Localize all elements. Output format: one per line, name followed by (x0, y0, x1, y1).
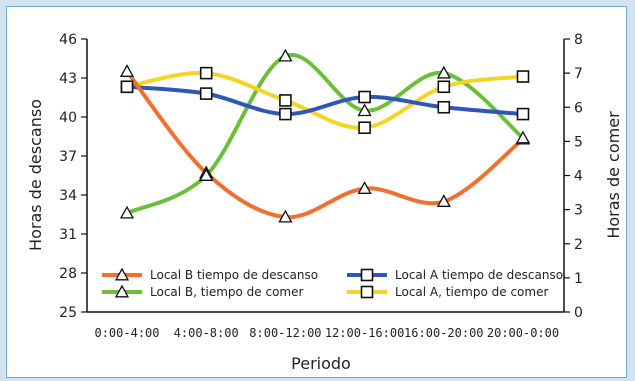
legend-marker (114, 284, 130, 298)
y-right-tick-label: 2 (574, 237, 583, 253)
y-right-tick-label: 6 (574, 100, 583, 116)
data-point (516, 70, 530, 83)
y-left-tick-label: 31 (59, 227, 77, 243)
y-right-tick-label: 7 (574, 66, 583, 82)
y-axis-right-title: Horas de comer (604, 111, 623, 239)
y-left-tick-label: 25 (59, 305, 77, 321)
data-point (119, 64, 135, 77)
legend-label: Local B, tiempo de comer (150, 285, 303, 299)
legend-marker (360, 285, 374, 299)
y-left-tick-label: 40 (59, 110, 77, 126)
data-point (199, 87, 213, 100)
legend-marker (114, 267, 130, 281)
x-tick-label: 12:00-16:00 (325, 326, 404, 340)
legend-marker (360, 268, 374, 282)
legend-label: Local A, tiempo de comer (395, 285, 548, 299)
y-right-tick-label: 8 (574, 32, 583, 48)
data-point (436, 194, 451, 207)
legend-label: Local B tiempo de descanso (150, 268, 318, 282)
series-line (125, 69, 525, 220)
y-right-tick-label: 5 (574, 134, 583, 150)
y-left-tick-label: 34 (59, 188, 77, 204)
data-point (119, 205, 135, 219)
data-point (199, 66, 213, 80)
data-point (278, 48, 293, 62)
data-point (437, 80, 451, 94)
y-left-tick-label: 37 (59, 149, 77, 165)
x-axis-title: Periodo (291, 354, 351, 373)
legend: Local B tiempo de descanso Local B, tiemp… (102, 267, 563, 299)
data-point (358, 121, 371, 135)
chart-frame: 25 28 31 34 37 40 43 46 0 1 2 3 4 5 6 7 8 0:00-4:00 4:00-8… (6, 6, 627, 378)
data-point (279, 107, 292, 121)
y-left-tick-label: 28 (59, 266, 77, 282)
data-point (436, 65, 451, 79)
data-point (199, 168, 214, 181)
x-tick-label: 20:00-0:00 (487, 326, 559, 340)
legend-label: Local A tiempo de descanso (395, 268, 563, 282)
x-tick-label: 8:00-12:00 (249, 326, 321, 340)
data-point (279, 94, 292, 107)
data-point (120, 80, 134, 94)
data-point (437, 100, 451, 114)
data-point (278, 209, 293, 223)
y-right-tick-label: 4 (574, 169, 583, 185)
y-left-tick-label: 46 (59, 32, 77, 48)
data-point (358, 90, 371, 104)
data-point (516, 107, 530, 121)
y-left-tick-label: 43 (59, 71, 77, 87)
data-point (357, 103, 372, 117)
x-tick-label: 16:00-20:00 (404, 326, 483, 340)
plot-lines (125, 52, 525, 220)
y-right-tick-label: 0 (574, 305, 583, 321)
y-axis-left-title: Horas de descanso (26, 99, 45, 251)
data-point (357, 181, 372, 194)
x-tick-label: 0:00-4:00 (94, 326, 159, 340)
x-tick-label: 4:00-8:00 (174, 326, 239, 340)
y-right-tick-label: 1 (574, 271, 583, 287)
data-point (515, 130, 531, 144)
y-right-tick-label: 3 (574, 203, 583, 219)
markers (119, 48, 531, 223)
series-line (125, 84, 525, 117)
